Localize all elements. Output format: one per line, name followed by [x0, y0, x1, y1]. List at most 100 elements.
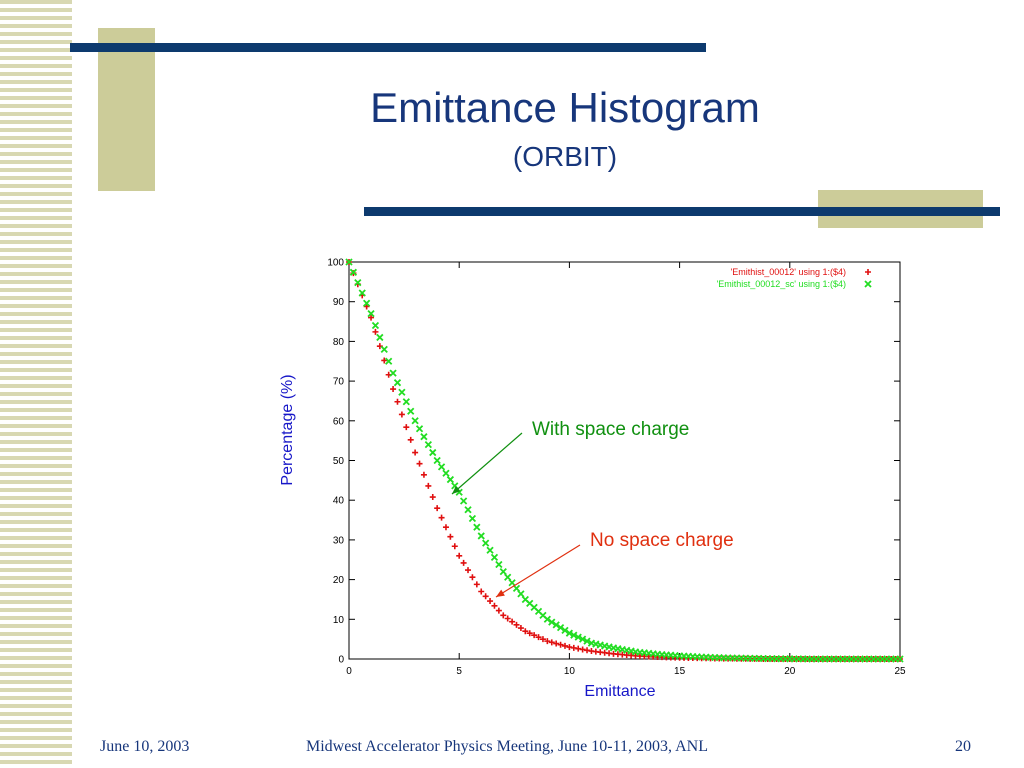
data-point-no-space-charge — [381, 357, 388, 364]
x-tick-label: 0 — [346, 666, 352, 677]
data-point-with-space-charge — [358, 289, 366, 297]
data-point-with-space-charge — [570, 631, 578, 639]
y-tick-label: 80 — [333, 337, 345, 348]
y-tick-label: 0 — [338, 655, 344, 666]
data-point-no-space-charge — [416, 460, 423, 467]
data-point-no-space-charge — [522, 628, 529, 635]
data-point-no-space-charge — [451, 543, 458, 550]
legend-marker — [865, 269, 871, 275]
data-point-with-space-charge — [415, 425, 424, 433]
data-point-no-space-charge — [561, 642, 568, 649]
decorative-stripes — [0, 0, 72, 768]
data-point-with-space-charge — [345, 258, 353, 266]
arrow-with-space-charge — [451, 432, 523, 495]
data-point-no-space-charge — [482, 593, 489, 600]
data-point-no-space-charge — [469, 574, 476, 581]
footer-event: Midwest Accelerator Physics Meeting, Jun… — [306, 738, 709, 755]
slide-title: Emittance Histogram — [370, 84, 760, 131]
data-point-no-space-charge — [531, 632, 538, 639]
data-point-no-space-charge — [442, 524, 449, 531]
x-tick-label: 10 — [564, 666, 576, 677]
data-point-no-space-charge — [495, 607, 502, 614]
data-point-no-space-charge — [447, 533, 454, 540]
data-point-no-space-charge — [438, 514, 445, 521]
data-point-no-space-charge — [412, 449, 419, 456]
data-point-no-space-charge — [372, 328, 379, 335]
data-point-no-space-charge — [513, 621, 520, 628]
data-point-no-space-charge — [487, 598, 494, 605]
x-axis-label: Emittance — [584, 683, 656, 700]
y-tick-label: 30 — [333, 535, 345, 546]
y-tick-label: 40 — [333, 496, 345, 507]
data-point-with-space-charge — [407, 407, 415, 415]
legend-marker — [864, 280, 872, 288]
data-point-with-space-charge — [429, 448, 437, 457]
data-point-with-space-charge — [354, 279, 362, 287]
data-point-with-space-charge — [468, 514, 477, 523]
legend-label: 'Emithist_00012' using 1:($4) — [730, 267, 846, 277]
data-point-with-space-charge — [543, 615, 551, 623]
page-number: 20 — [955, 738, 971, 755]
data-point-no-space-charge — [473, 581, 480, 588]
data-point-no-space-charge — [478, 588, 485, 595]
arrow-no-space-charge-head — [496, 589, 505, 597]
data-point-with-space-charge — [561, 626, 569, 635]
data-point-no-space-charge — [535, 634, 542, 641]
data-point-no-space-charge — [539, 636, 546, 643]
x-tick-label: 15 — [674, 666, 686, 677]
data-point-with-space-charge — [446, 475, 455, 484]
data-point-no-space-charge — [548, 639, 555, 646]
data-point-with-space-charge — [896, 655, 904, 663]
data-point-with-space-charge — [433, 456, 441, 465]
data-point-with-space-charge — [464, 506, 472, 514]
data-point-with-space-charge — [473, 523, 481, 531]
data-point-with-space-charge — [371, 321, 380, 330]
data-point-no-space-charge — [557, 641, 564, 648]
data-point-no-space-charge — [394, 398, 401, 405]
data-point-with-space-charge — [459, 497, 468, 505]
plot-frame — [348, 261, 901, 660]
legend-label: 'Emithist_00012_sc' using 1:($4) — [716, 279, 846, 289]
y-tick-label: 60 — [333, 416, 345, 427]
data-point-no-space-charge — [465, 567, 472, 574]
data-point-with-space-charge — [398, 388, 406, 396]
y-tick-label: 20 — [333, 575, 345, 586]
data-point-no-space-charge — [509, 618, 516, 625]
data-point-with-space-charge — [574, 633, 582, 641]
data-point-with-space-charge — [389, 369, 397, 377]
data-point-no-space-charge — [390, 386, 397, 393]
data-point-no-space-charge — [504, 615, 511, 622]
data-point-no-space-charge — [368, 314, 375, 321]
y-tick-label: 50 — [333, 456, 345, 467]
data-point-with-space-charge — [367, 309, 375, 318]
data-point-no-space-charge — [553, 640, 560, 647]
data-point-no-space-charge — [429, 494, 436, 501]
data-point-with-space-charge — [486, 546, 494, 554]
data-point-with-space-charge — [376, 333, 384, 342]
data-point-no-space-charge — [407, 436, 414, 443]
data-point-with-space-charge — [548, 618, 556, 626]
data-point-with-space-charge — [420, 433, 428, 441]
annotation-no-space-charge: No space charge — [590, 530, 734, 551]
decorative-block-top-left — [98, 28, 155, 191]
data-point-with-space-charge — [495, 560, 503, 569]
data-point-no-space-charge — [526, 630, 533, 637]
data-point-no-space-charge — [420, 471, 427, 478]
y-axis-label: Percentage (%) — [279, 374, 296, 486]
x-tick-label: 5 — [456, 666, 462, 677]
data-point-no-space-charge — [491, 602, 498, 609]
x-tick-label: 25 — [894, 666, 906, 677]
y-tick-label: 70 — [333, 377, 345, 388]
footer-date: June 10, 2003 — [100, 738, 190, 755]
arrow-no-space-charge — [495, 544, 581, 598]
data-point-no-space-charge — [398, 411, 405, 418]
data-point-with-space-charge — [556, 624, 565, 632]
data-point-with-space-charge — [442, 469, 450, 477]
decorative-bar-top — [70, 43, 706, 52]
emittance-histogram-chart: 0 10 20 30 40 50 60 70 80 90 100 0 5 10 15 20 25 'Emithis… — [327, 258, 906, 678]
data-point-with-space-charge — [552, 621, 560, 629]
data-point-no-space-charge — [500, 612, 507, 619]
data-point-with-space-charge — [565, 629, 574, 637]
data-point-no-space-charge — [460, 559, 467, 566]
data-point-no-space-charge — [403, 424, 410, 431]
